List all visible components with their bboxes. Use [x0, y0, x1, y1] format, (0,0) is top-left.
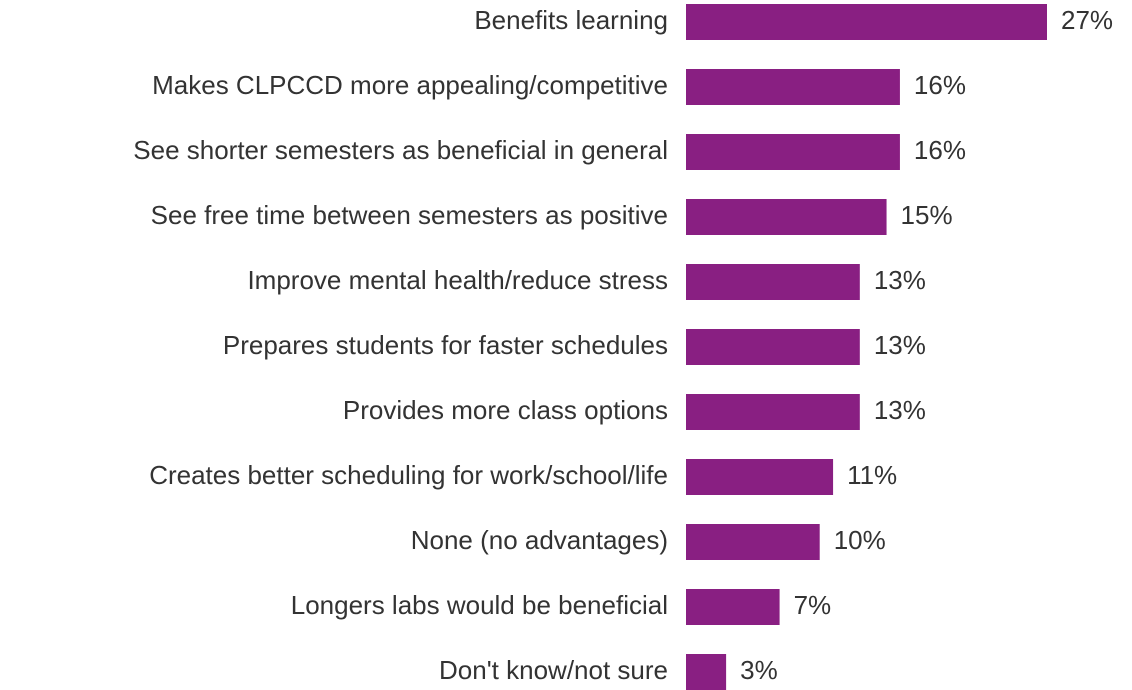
bar — [686, 524, 820, 560]
value-label: 16% — [914, 70, 966, 100]
value-label: 10% — [834, 525, 886, 555]
bar — [686, 134, 900, 170]
bar — [686, 654, 727, 690]
value-label: 13% — [874, 395, 926, 425]
bar — [686, 394, 860, 430]
category-label: None (no advantages) — [411, 525, 668, 555]
bar — [686, 199, 887, 235]
bar — [686, 589, 780, 625]
value-label: 27% — [1061, 5, 1113, 35]
value-label: 3% — [740, 655, 778, 685]
value-label: 13% — [874, 330, 926, 360]
value-label: 15% — [901, 200, 953, 230]
category-label: Improve mental health/reduce stress — [247, 265, 668, 295]
category-label: Creates better scheduling for work/schoo… — [149, 460, 668, 490]
bar — [686, 69, 900, 105]
bar — [686, 459, 834, 495]
category-label: Don't know/not sure — [439, 655, 668, 685]
category-label: Provides more class options — [343, 395, 668, 425]
category-label: See shorter semesters as beneficial in g… — [133, 135, 668, 165]
bar — [686, 4, 1047, 40]
category-label: Benefits learning — [474, 5, 668, 35]
category-label: See free time between semesters as posit… — [151, 200, 668, 230]
bar — [686, 329, 860, 365]
category-label: Prepares students for faster schedules — [223, 330, 668, 360]
value-label: 13% — [874, 265, 926, 295]
value-label: 16% — [914, 135, 966, 165]
category-label: Makes CLPCCD more appealing/competitive — [152, 70, 668, 100]
bar — [686, 264, 860, 300]
value-label: 11% — [847, 460, 897, 490]
value-label: 7% — [794, 590, 832, 620]
category-label: Longers labs would be beneficial — [291, 590, 668, 620]
